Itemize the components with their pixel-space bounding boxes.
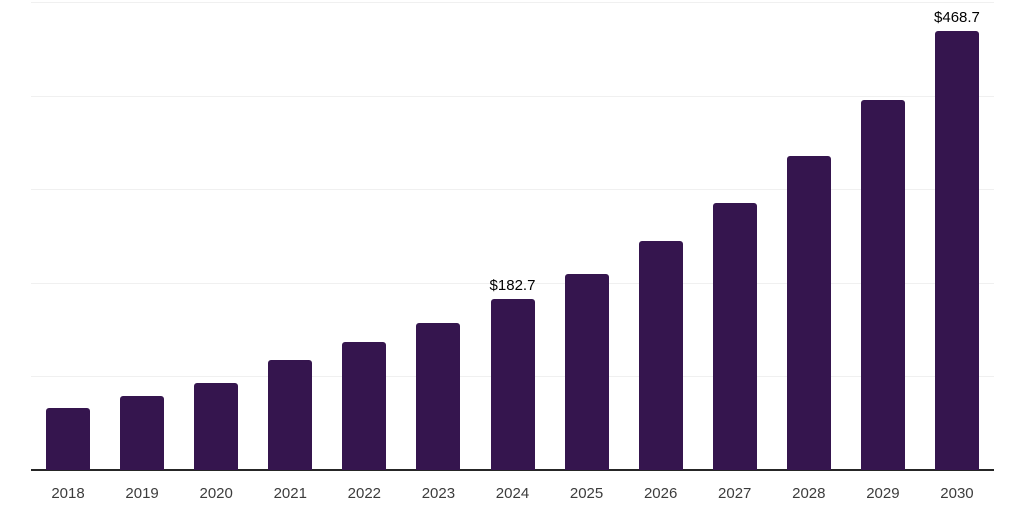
bar-2018 [46, 408, 91, 470]
bar-2024 [490, 299, 535, 470]
x-tick-label-2029: 2029 [866, 485, 900, 502]
x-tick-label-2028: 2028 [792, 485, 826, 502]
x-tick-label-2019: 2019 [125, 485, 159, 502]
gridline-300 [31, 189, 994, 191]
bar-2028 [786, 155, 831, 470]
bar-2019 [120, 396, 165, 470]
gridline-500 [31, 2, 994, 3]
bar-2021 [268, 360, 313, 470]
bar-2029 [860, 100, 905, 470]
bar-2026 [638, 240, 683, 470]
bar-2020 [194, 383, 239, 470]
x-axis-line [31, 469, 994, 471]
x-tick-label-2018: 2018 [51, 485, 85, 502]
data-label-2030: $468.7 [934, 9, 980, 27]
data-label-2024: $182.7 [489, 276, 536, 294]
x-tick-label-2030: 2030 [940, 485, 974, 502]
bar-2023 [416, 323, 461, 470]
x-tick-label-2026: 2026 [643, 485, 678, 502]
gridline-400 [31, 95, 994, 97]
gridline-200 [31, 282, 994, 284]
x-tick-label-2022: 2022 [347, 485, 382, 502]
bar-2022 [342, 342, 387, 470]
bar-2025 [564, 273, 609, 470]
x-axis: 2018 2019 2020 2021 2022 2023 2024 2025 2026 2027… [0, 470, 1024, 512]
x-tick-label-2024: 2024 [495, 485, 530, 502]
x-tick-label-2027: 2027 [718, 485, 752, 502]
x-tick-label-2025: 2025 [569, 485, 604, 502]
bar-2027 [712, 202, 757, 470]
x-tick-label-2020: 2020 [199, 485, 233, 502]
x-tick-label-2023: 2023 [421, 485, 456, 502]
x-tick-label-2021: 2021 [273, 485, 307, 502]
plot-area: $182.7 $468.7 [31, 2, 994, 471]
bar-2030 [934, 31, 979, 470]
